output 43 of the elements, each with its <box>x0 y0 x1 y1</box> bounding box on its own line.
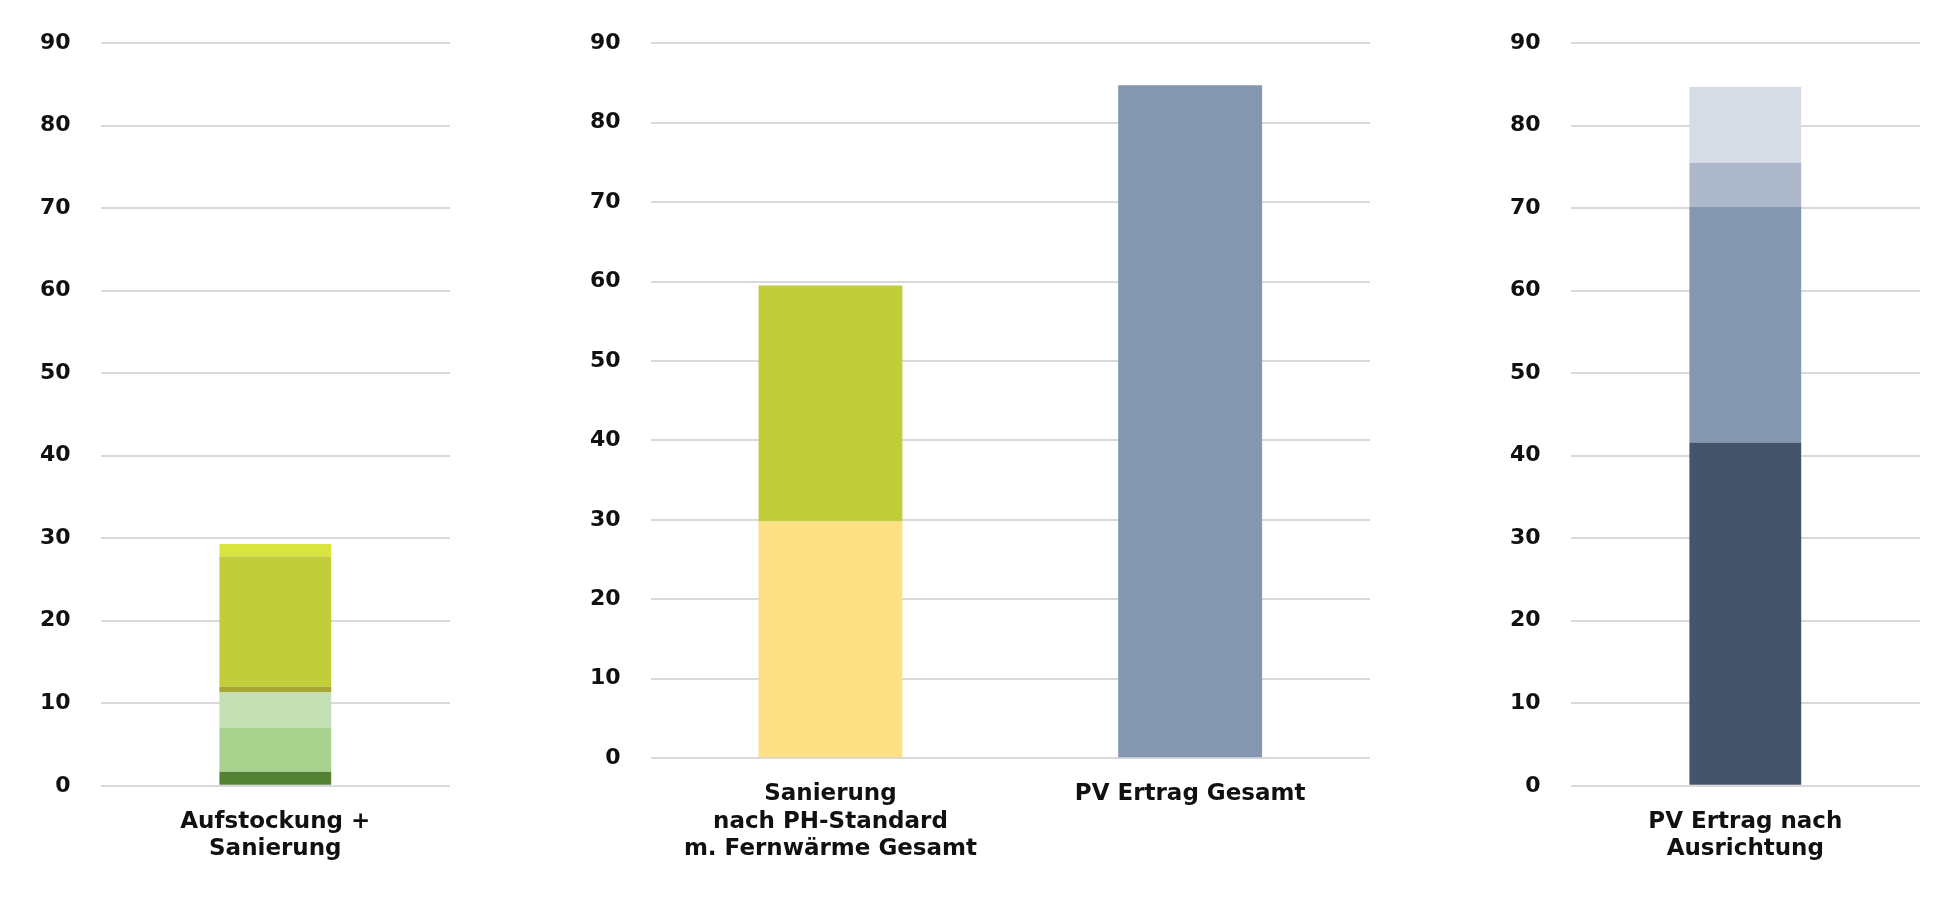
y-tick-label: 80 <box>589 108 621 134</box>
x-tick-label: PV Ertrag nach Ausrichtung <box>1648 806 1843 861</box>
y-tick-label: 40 <box>39 441 71 467</box>
bar <box>1689 206 1802 443</box>
y-tick-label: 60 <box>39 276 71 302</box>
y-tick-label: 70 <box>39 193 71 219</box>
y-tick-label: 80 <box>39 111 71 137</box>
y-tick-label: 10 <box>589 664 621 690</box>
y-tick-label: 0 <box>1525 771 1541 797</box>
y-tick-label: 20 <box>1509 606 1541 632</box>
bar <box>219 556 332 687</box>
y-tick-label: 30 <box>589 505 621 531</box>
x-tick-label: Aufstockung + Sanierung <box>180 806 371 861</box>
y-tick-label: 50 <box>1509 358 1541 384</box>
y-tick-label: 70 <box>589 187 621 213</box>
x-tick-label: PV Ertrag Gesamt <box>1074 778 1306 805</box>
y-tick-label: 90 <box>589 28 621 54</box>
y-tick-label: 20 <box>39 606 71 632</box>
y-tick-label: 10 <box>39 689 71 715</box>
y-tick-label: 60 <box>1509 276 1541 302</box>
y-tick-label: 0 <box>55 771 71 797</box>
bar <box>219 692 332 729</box>
y-tick-label: 30 <box>39 523 71 549</box>
y-tick-label: 10 <box>1509 689 1541 715</box>
bar <box>219 728 332 772</box>
y-tick-label: 40 <box>1509 441 1541 467</box>
y-tick-label: 60 <box>589 267 621 293</box>
y-tick-label: 0 <box>605 743 621 769</box>
y-tick-label: 50 <box>589 346 621 372</box>
y-tick-label: 20 <box>589 585 621 611</box>
y-tick-label: 90 <box>1509 28 1541 54</box>
y-tick-label: 90 <box>39 28 71 54</box>
bar <box>219 544 332 557</box>
bar <box>1689 442 1802 785</box>
y-tick-label: 50 <box>39 358 71 384</box>
bar <box>1689 162 1802 207</box>
y-tick-label: 80 <box>1509 111 1541 137</box>
y-tick-label: 40 <box>589 426 621 452</box>
y-tick-label: 30 <box>1509 523 1541 549</box>
y-tick-label: 70 <box>1509 193 1541 219</box>
x-tick-label: Sanierung nach PH-Standard m. Fernwärme Gesamt <box>683 778 978 861</box>
bar <box>219 686 332 693</box>
bar <box>219 771 332 785</box>
